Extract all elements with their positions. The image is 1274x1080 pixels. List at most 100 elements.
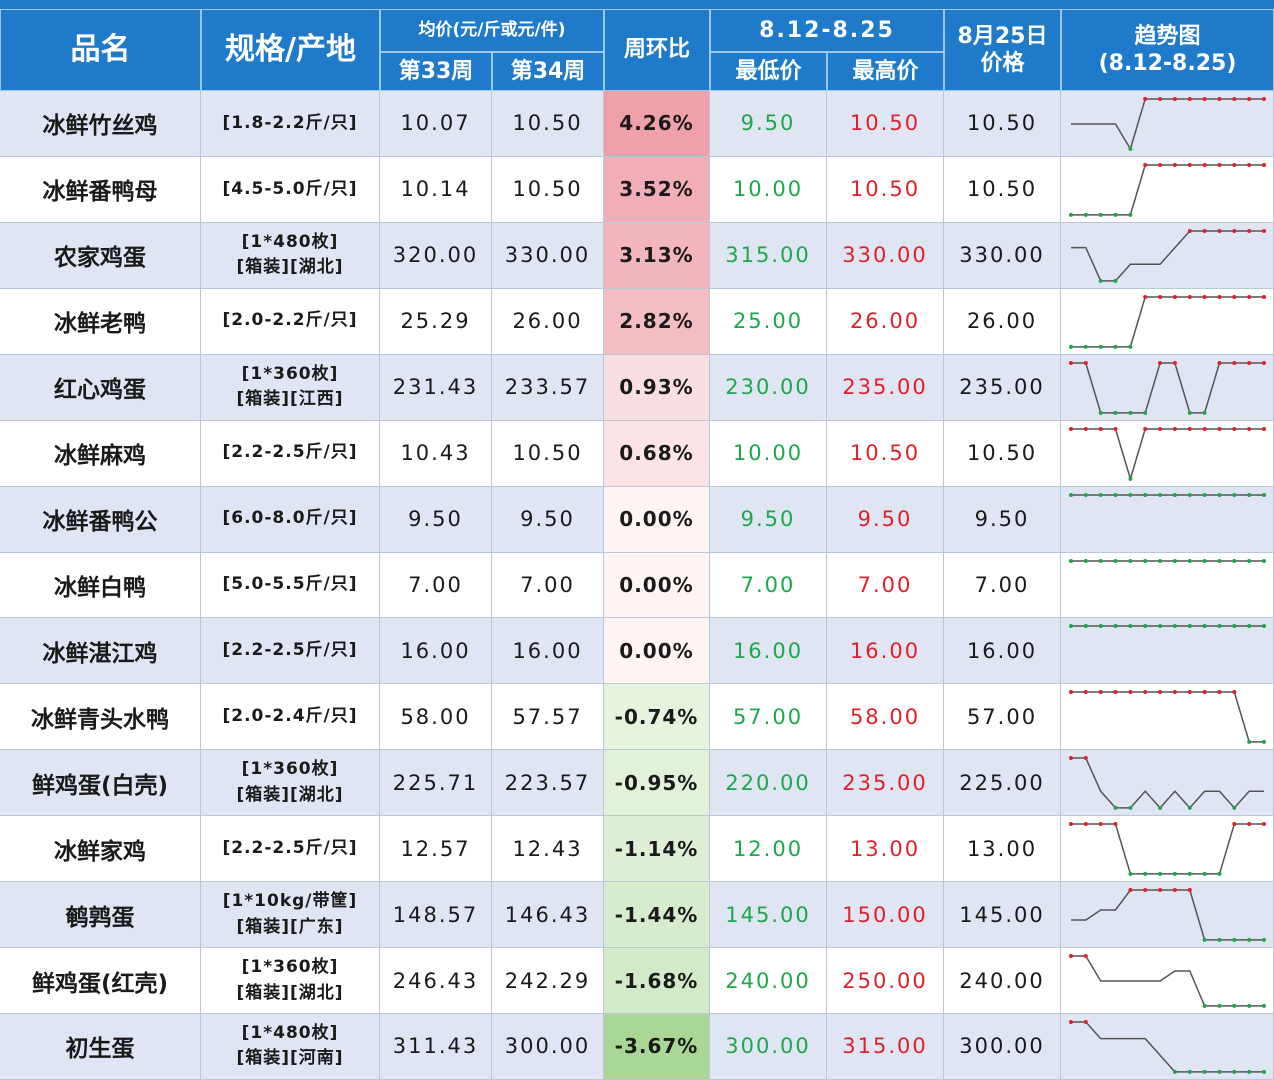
row-max-price: 13.00 xyxy=(827,816,944,883)
sparkline-point xyxy=(1098,212,1103,217)
row-max-price: 26.00 xyxy=(827,288,944,355)
row-name: 初生蛋 xyxy=(0,1014,201,1080)
sparkline-point xyxy=(1187,1069,1192,1074)
sparkline-point xyxy=(1172,872,1177,877)
row-week34-avg: 7.00 xyxy=(492,552,604,619)
row-week34-avg: 146.43 xyxy=(492,882,604,949)
row-spec: [1*480枚] [箱装][湖北] xyxy=(201,222,380,289)
sparkline-point xyxy=(1202,938,1207,943)
row-wow: 0.00% xyxy=(604,552,710,619)
row-name: 农家鸡蛋 xyxy=(0,222,201,289)
sparkline-point xyxy=(1247,162,1252,167)
sparkline-point xyxy=(1158,426,1163,431)
sparkline-point xyxy=(1083,360,1088,365)
row-min-price: 7.00 xyxy=(710,552,827,619)
sparkline-point xyxy=(1202,294,1207,299)
row-min-price: 220.00 xyxy=(710,750,827,817)
sparkline-point xyxy=(1202,872,1207,877)
sparkline-point xyxy=(1262,1069,1266,1074)
sparkline-point xyxy=(1113,806,1118,811)
sparkline-point xyxy=(1247,360,1252,365)
row-max-price: 235.00 xyxy=(827,354,944,421)
sparkline-point xyxy=(1128,410,1133,415)
row-aug25-price: 330.00 xyxy=(944,222,1061,289)
row-week34-avg: 12.43 xyxy=(492,816,604,883)
row-max-price: 315.00 xyxy=(827,1014,944,1080)
row-name: 冰鲜湛江鸡 xyxy=(0,618,201,685)
sparkline-point xyxy=(1262,1003,1266,1008)
row-spec-line: [1*480枚] xyxy=(241,1022,339,1043)
row-min-price: 230.00 xyxy=(710,354,827,421)
sparkline-point xyxy=(1202,492,1207,497)
sparkline-point xyxy=(1083,690,1088,695)
sparkline-point xyxy=(1217,1069,1222,1074)
sparkline-point xyxy=(1247,558,1252,563)
sparkline-point xyxy=(1262,624,1266,629)
sparkline-point xyxy=(1069,822,1073,827)
sparkline-point xyxy=(1187,97,1192,101)
sparkline-svg xyxy=(1069,360,1266,415)
row-week33-avg: 231.43 xyxy=(380,354,492,421)
sparkline-point xyxy=(1247,426,1252,431)
sparkline-point xyxy=(1187,410,1192,415)
sparkline-point xyxy=(1217,426,1222,431)
sparkline-point xyxy=(1098,426,1103,431)
row-spec-line: [箱装][广东] xyxy=(236,916,344,937)
sparkline-point xyxy=(1158,872,1163,877)
row-aug25-price: 10.50 xyxy=(944,420,1061,487)
sparkline-line xyxy=(1071,427,1264,482)
row-wow: -1.44% xyxy=(604,882,710,949)
row-spec: [2.0-2.2斤/只] xyxy=(201,288,380,355)
sparkline-point xyxy=(1069,558,1073,563)
sparkline-line xyxy=(1071,98,1264,151)
sparkline-point xyxy=(1069,690,1073,695)
row-aug25-price: 225.00 xyxy=(944,750,1061,817)
sparkline-line xyxy=(1071,164,1264,216)
row-spec-line: [箱装][湖北] xyxy=(236,982,344,1003)
sparkline-point xyxy=(1262,938,1266,943)
header-range: 8.12-8.25 xyxy=(710,9,944,52)
sparkline-point xyxy=(1128,558,1133,563)
sparkline-point xyxy=(1232,938,1237,943)
sparkline-point xyxy=(1172,558,1177,563)
row-spec-line: [箱装][湖北] xyxy=(236,784,344,805)
sparkline-point xyxy=(1143,558,1148,563)
row-spec-line: [1*480枚] xyxy=(241,231,339,252)
row-min-price: 145.00 xyxy=(710,882,827,949)
sparkline-point xyxy=(1069,212,1073,217)
sparkline-point xyxy=(1069,954,1073,959)
sparkline-point xyxy=(1217,360,1222,365)
sparkline-svg xyxy=(1069,1020,1266,1074)
sparkline-point xyxy=(1187,806,1192,811)
row-aug25-price: 7.00 xyxy=(944,552,1061,619)
row-wow: -1.68% xyxy=(604,948,710,1014)
sparkline-line xyxy=(1071,757,1264,810)
sparkline-point xyxy=(1187,228,1192,233)
sparkline-svg xyxy=(1069,492,1266,497)
row-aug25-price: 13.00 xyxy=(944,816,1061,883)
row-week34-avg: 223.57 xyxy=(492,750,604,817)
sparkline-point xyxy=(1069,1020,1073,1025)
sparkline-point xyxy=(1232,492,1237,497)
sparkline-point xyxy=(1113,278,1118,283)
row-min-price: 57.00 xyxy=(710,684,827,751)
sparkline-svg xyxy=(1069,162,1266,217)
header-week34: 第34周 xyxy=(492,52,604,91)
sparkline-point xyxy=(1202,558,1207,563)
sparkline-point xyxy=(1202,410,1207,415)
row-trend-sparkline xyxy=(1061,222,1274,289)
row-spec: [4.5-5.0斤/只] xyxy=(201,156,380,223)
row-week34-avg: 10.50 xyxy=(492,91,604,157)
sparkline-point xyxy=(1202,1069,1207,1074)
sparkline-point xyxy=(1217,558,1222,563)
row-max-price: 235.00 xyxy=(827,750,944,817)
row-name: 冰鲜老鸭 xyxy=(0,288,201,355)
row-wow: -1.14% xyxy=(604,816,710,883)
row-trend-sparkline xyxy=(1061,156,1274,223)
sparkline-point xyxy=(1158,806,1163,811)
sparkline-point xyxy=(1217,228,1222,233)
sparkline-line xyxy=(1071,955,1264,1007)
row-name: 鲜鸡蛋(红壳) xyxy=(0,948,201,1014)
sparkline-point xyxy=(1232,806,1237,811)
